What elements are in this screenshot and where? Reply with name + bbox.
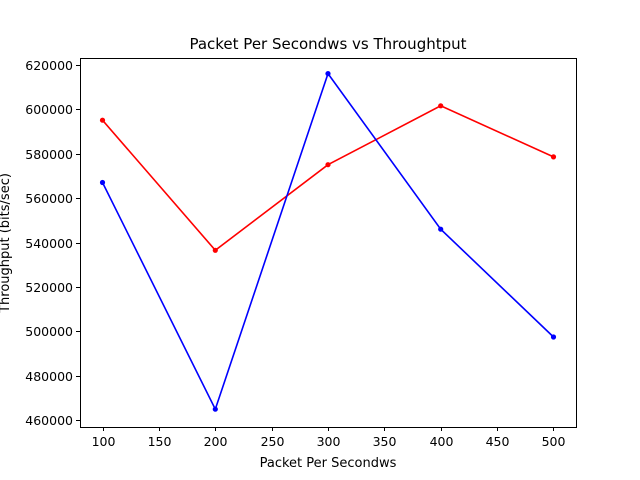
series-1-point xyxy=(438,103,444,109)
y-tick-label: 500000 xyxy=(25,324,73,339)
y-tick-label: 560000 xyxy=(25,191,73,206)
y-tick-label: 480000 xyxy=(25,369,73,384)
series-2-point xyxy=(99,179,106,186)
y-tick-label: 620000 xyxy=(25,58,73,73)
y-axis-ticks: 460000 480000 500000 520000 540000 560000 5800… xyxy=(25,58,80,428)
series-1-line xyxy=(101,104,554,252)
y-tick-label: 580000 xyxy=(25,147,73,162)
series-2-point xyxy=(438,226,444,232)
x-tick-label: 400 xyxy=(430,434,454,449)
series-1-point xyxy=(99,117,106,123)
y-tick-label: 540000 xyxy=(25,236,73,251)
x-axis-ticks: 100 150 200 250 300 350 400 450 500 xyxy=(92,427,566,449)
x-tick-label: 150 xyxy=(148,434,172,449)
x-tick-label: 500 xyxy=(542,434,566,449)
x-tick-label: 300 xyxy=(317,434,341,449)
series-2-line xyxy=(101,71,555,412)
x-tick-label: 250 xyxy=(261,434,285,449)
axes-frame xyxy=(80,58,577,428)
y-tick-label: 460000 xyxy=(25,413,73,428)
x-axis-label: Packet Per Secondws xyxy=(260,456,397,471)
series-2-point xyxy=(325,71,331,77)
x-tick-label: 350 xyxy=(373,434,397,449)
y-tick-label: 600000 xyxy=(25,102,73,117)
y-axis-label: Throughput (bits/sec) xyxy=(0,173,13,314)
series-2-point xyxy=(550,334,557,340)
series-1-point xyxy=(212,247,218,253)
chart-title: Packet Per Secondws vs Throughtput xyxy=(189,35,466,53)
y-tick-label: 520000 xyxy=(25,280,73,295)
series-1-point xyxy=(550,154,557,160)
x-tick-label: 450 xyxy=(486,434,510,449)
plot-area xyxy=(99,71,557,412)
series-1-point xyxy=(325,162,331,168)
series-2-point xyxy=(212,406,218,412)
x-tick-label: 100 xyxy=(92,434,116,449)
x-tick-label: 200 xyxy=(204,434,228,449)
